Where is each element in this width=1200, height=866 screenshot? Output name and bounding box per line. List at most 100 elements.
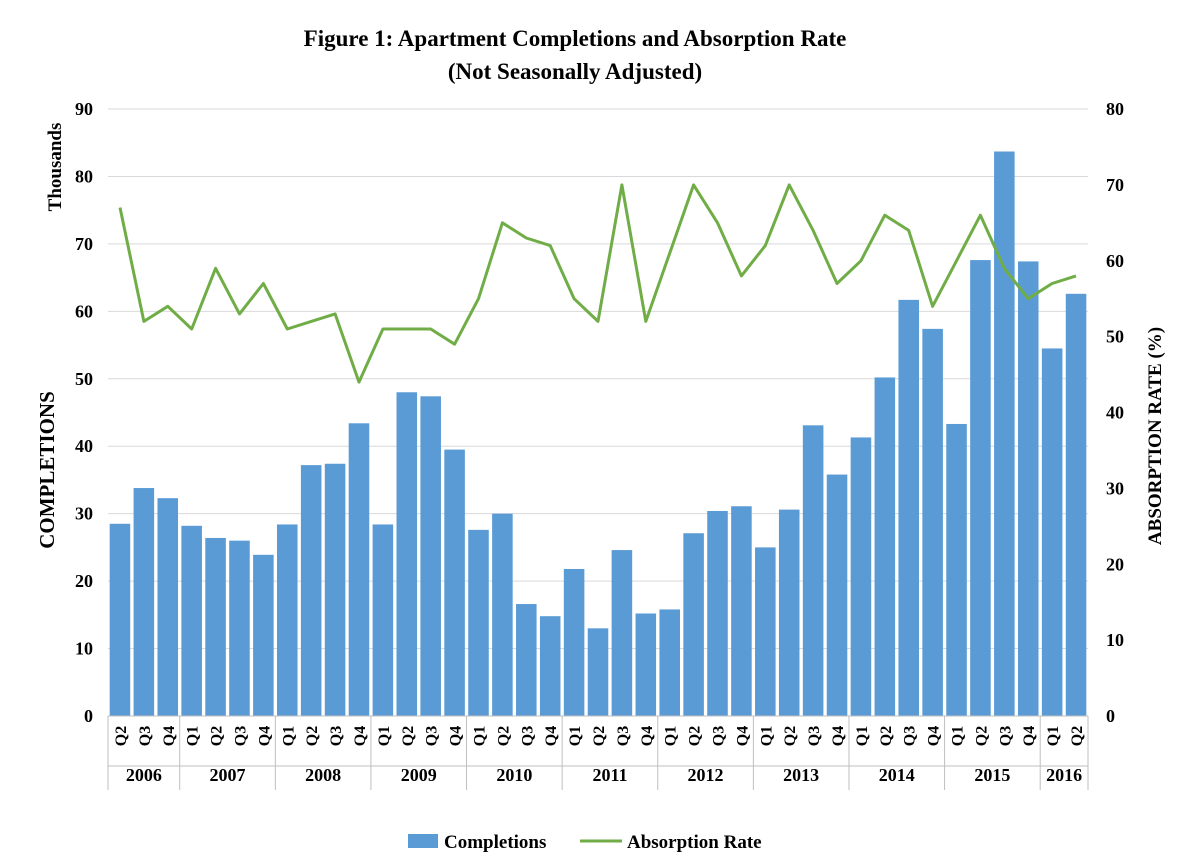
completions-bar bbox=[1065, 293, 1087, 716]
quarter-label: Q4 bbox=[926, 726, 943, 746]
quarter-label: Q2 bbox=[878, 726, 895, 746]
completions-bar bbox=[802, 425, 824, 716]
completions-bar bbox=[348, 423, 370, 716]
legend-completions-swatch bbox=[408, 834, 438, 848]
year-label: 2013 bbox=[783, 765, 819, 785]
completions-bar bbox=[994, 151, 1015, 717]
completions-bar bbox=[300, 465, 322, 716]
completions-bar bbox=[946, 423, 967, 716]
legend-completions-label: Completions bbox=[444, 832, 546, 853]
completions-bar bbox=[970, 260, 991, 716]
completions-bar bbox=[635, 613, 657, 716]
quarter-label: Q3 bbox=[424, 726, 441, 746]
completions-bar bbox=[181, 525, 202, 716]
completions-bar bbox=[109, 523, 131, 716]
completions-bar bbox=[324, 463, 346, 716]
completions-bar bbox=[420, 396, 441, 716]
quarter-label: Q3 bbox=[806, 726, 823, 746]
quarter-label: Q1 bbox=[854, 726, 871, 746]
quarter-label: Q1 bbox=[567, 726, 584, 746]
left-axis-units-label: Thousands bbox=[45, 123, 66, 212]
right-tick-label: 20 bbox=[1106, 554, 1124, 574]
completions-bar bbox=[826, 474, 848, 716]
left-tick-label: 70 bbox=[75, 234, 93, 254]
quarter-label: Q3 bbox=[137, 726, 154, 746]
quarter-label: Q1 bbox=[376, 726, 393, 746]
completions-bar bbox=[133, 488, 155, 716]
year-label: 2012 bbox=[688, 765, 724, 785]
quarter-label: Q3 bbox=[328, 726, 345, 746]
left-tick-label: 50 bbox=[75, 369, 93, 389]
completions-bar bbox=[539, 616, 561, 716]
completions-bar bbox=[372, 524, 394, 716]
left-tick-label: 40 bbox=[75, 436, 93, 456]
right-tick-label: 50 bbox=[1106, 327, 1124, 347]
completions-bar bbox=[468, 529, 489, 716]
quarter-label: Q4 bbox=[734, 726, 751, 746]
quarter-label: Q4 bbox=[161, 726, 178, 746]
absorption-rate-series-line bbox=[118, 183, 1077, 384]
quarter-label: Q2 bbox=[495, 726, 512, 746]
quarter-label: Q2 bbox=[782, 726, 799, 746]
left-axis-title: COMPLETIONS bbox=[35, 391, 59, 549]
year-label: 2010 bbox=[496, 765, 532, 785]
year-label: 2011 bbox=[592, 765, 627, 785]
right-tick-label: 70 bbox=[1106, 175, 1124, 195]
right-tick-label: 80 bbox=[1106, 99, 1124, 119]
right-axis-title: ABSORPTION RATE (%) bbox=[1145, 327, 1166, 545]
left-tick-label: 20 bbox=[75, 571, 93, 591]
year-label: 2015 bbox=[974, 765, 1010, 785]
quarter-label: Q4 bbox=[830, 726, 847, 746]
quarter-label: Q2 bbox=[209, 726, 226, 746]
right-tick-label: 60 bbox=[1106, 251, 1124, 271]
completions-bar bbox=[229, 540, 250, 716]
right-tick-label: 10 bbox=[1106, 630, 1124, 650]
legend-absorption-label: Absorption Rate bbox=[627, 832, 762, 853]
completions-bar bbox=[253, 554, 274, 716]
year-label: 2008 bbox=[305, 765, 341, 785]
quarter-label: Q2 bbox=[113, 726, 130, 746]
completions-bar bbox=[276, 524, 298, 716]
absorption-rate-line bbox=[118, 183, 1077, 384]
quarter-label: Q2 bbox=[687, 726, 704, 746]
year-label: 2009 bbox=[401, 765, 437, 785]
right-tick-label: 30 bbox=[1106, 478, 1124, 498]
year-label: 2006 bbox=[126, 765, 162, 785]
quarter-label: Q3 bbox=[997, 726, 1014, 746]
right-tick-label: 0 bbox=[1106, 706, 1115, 726]
completions-bar bbox=[157, 498, 179, 716]
quarter-label: Q3 bbox=[615, 726, 632, 746]
completions-bar bbox=[898, 299, 920, 716]
completions-bar bbox=[874, 377, 896, 716]
left-tick-label: 80 bbox=[75, 166, 93, 186]
left-tick-label: 90 bbox=[75, 99, 93, 119]
quarter-label: Q2 bbox=[304, 726, 321, 746]
completions-bar bbox=[516, 604, 537, 716]
year-label: 2016 bbox=[1046, 765, 1082, 785]
quarter-label: Q1 bbox=[758, 726, 775, 746]
quarter-label: Q2 bbox=[591, 726, 608, 746]
quarter-label: Q3 bbox=[519, 726, 536, 746]
completions-bar bbox=[755, 547, 776, 716]
completions-bar bbox=[1017, 261, 1039, 716]
left-tick-label: 30 bbox=[75, 504, 93, 524]
completions-bar bbox=[850, 437, 872, 716]
title-line-1: Figure 1: Apartment Completions and Abso… bbox=[303, 26, 847, 51]
completions-bar bbox=[731, 506, 752, 716]
quarter-label: Q4 bbox=[639, 726, 656, 746]
completions-bar bbox=[778, 509, 800, 716]
quarter-label: Q4 bbox=[352, 726, 369, 746]
completions-bar bbox=[444, 449, 465, 716]
completions-bar bbox=[922, 328, 943, 716]
quarter-label: Q2 bbox=[1069, 726, 1086, 746]
left-tick-label: 10 bbox=[75, 639, 93, 659]
quarter-label: Q3 bbox=[711, 726, 728, 746]
quarter-label: Q3 bbox=[902, 726, 919, 746]
completions-bar bbox=[659, 609, 680, 716]
completions-bar bbox=[707, 510, 728, 716]
quarter-label: Q1 bbox=[185, 726, 202, 746]
completions-bar bbox=[1041, 348, 1063, 716]
quarter-label: Q4 bbox=[1021, 726, 1038, 746]
title-line-2: (Not Seasonally Adjusted) bbox=[447, 59, 703, 84]
